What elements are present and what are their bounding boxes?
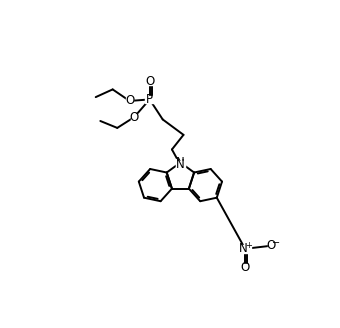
Bar bbox=[126, 97, 133, 104]
Text: N: N bbox=[239, 242, 248, 255]
Bar bbox=[176, 161, 185, 169]
Text: O: O bbox=[145, 75, 154, 88]
Text: N: N bbox=[176, 156, 185, 169]
Bar bbox=[131, 114, 138, 121]
Text: +: + bbox=[245, 241, 252, 250]
Text: P: P bbox=[146, 93, 153, 106]
Text: N: N bbox=[176, 158, 185, 171]
Text: O: O bbox=[130, 111, 139, 124]
Text: O: O bbox=[125, 94, 134, 108]
Bar bbox=[242, 264, 249, 271]
Text: O: O bbox=[240, 261, 250, 274]
Text: O: O bbox=[267, 239, 276, 252]
Bar bbox=[146, 78, 153, 85]
Bar bbox=[239, 245, 251, 253]
Bar bbox=[268, 242, 275, 249]
Bar bbox=[145, 95, 154, 103]
Text: −: − bbox=[272, 238, 280, 248]
Bar bbox=[176, 159, 185, 166]
